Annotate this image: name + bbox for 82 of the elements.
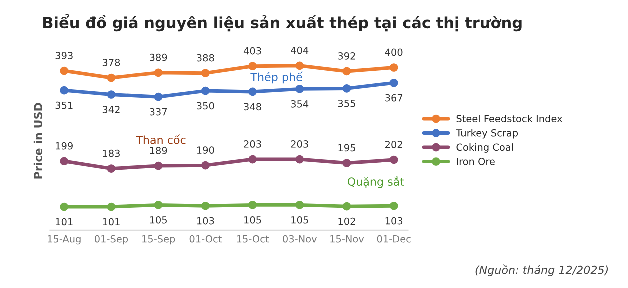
legend-label: Turkey Scrap (456, 129, 518, 139)
point (342, 84, 352, 93)
data-label: 105 (244, 216, 262, 224)
point (60, 157, 69, 166)
legend-label: Coking Coal (456, 144, 514, 153)
data-label: 202 (386, 141, 402, 148)
x-tick-label: 15-Aug (48, 236, 81, 245)
data-label: 404 (291, 46, 309, 54)
point (248, 62, 257, 71)
x-tick-label: 01-Sep (95, 235, 128, 245)
x-tick-label: 15-Nov (330, 236, 364, 243)
point (107, 90, 116, 99)
point (202, 161, 210, 170)
point (390, 78, 398, 88)
point (296, 62, 304, 70)
data-label: 103 (197, 217, 214, 225)
point (390, 64, 398, 72)
point (154, 201, 163, 210)
point (202, 86, 210, 96)
data-label: 355 (338, 100, 356, 108)
point (60, 202, 69, 212)
annotation: Than cốc (136, 134, 186, 144)
legend-label: Steel Feedstock Index (456, 115, 562, 123)
point (202, 202, 210, 210)
legend-label: Iron Ore (457, 158, 495, 166)
data-label: 190 (197, 146, 214, 154)
data-label: 393 (56, 52, 73, 60)
point (60, 66, 69, 76)
data-label: 203 (291, 140, 308, 148)
annotation: Thép phế (250, 72, 303, 84)
point (248, 201, 257, 210)
data-label: 342 (102, 106, 120, 114)
point (296, 155, 304, 164)
data-label: 400 (385, 48, 403, 56)
data-label: 101 (56, 218, 73, 226)
data-label: 195 (338, 144, 356, 152)
point (390, 156, 398, 164)
x-tick-label: 15-Sep (142, 235, 176, 245)
y-axis-title: Price in USD (34, 103, 43, 179)
point (248, 88, 257, 96)
point (154, 68, 163, 78)
data-label: 337 (150, 108, 168, 116)
data-label: 354 (291, 100, 309, 108)
point (342, 202, 352, 211)
point (296, 85, 304, 94)
data-label: 105 (150, 216, 167, 224)
data-label: 388 (197, 54, 214, 62)
point (107, 202, 116, 212)
point (390, 202, 398, 210)
data-label: 403 (244, 47, 262, 55)
data-label: 367 (386, 94, 403, 102)
x-tick-label: 01-Oct (190, 235, 222, 243)
chart-title: Biểu đồ giá nguyên liệu sản xuất thép tại các thị trường (44, 14, 522, 32)
point (296, 201, 304, 210)
data-label: 378 (102, 59, 120, 66)
data-label: 105 (292, 216, 308, 224)
data-label: 183 (103, 150, 120, 158)
data-label: 392 (338, 52, 356, 60)
point (154, 162, 163, 170)
data-label: 189 (150, 147, 168, 154)
data-label: 389 (150, 54, 168, 62)
data-label: 103 (386, 217, 403, 225)
data-label: 203 (244, 140, 262, 148)
point (107, 74, 116, 82)
data-label: 351 (56, 102, 73, 110)
x-tick-label: 01-Dec (377, 235, 411, 243)
annotation: Quặng sắt (348, 176, 404, 188)
data-label: 199 (56, 142, 73, 150)
point (202, 69, 210, 78)
data-label: 348 (244, 103, 262, 111)
data-label: 350 (197, 102, 214, 110)
point (107, 164, 116, 174)
data-label: 102 (338, 218, 356, 226)
text: (Nguồn: tháng 12/2025) (476, 264, 608, 276)
point (342, 67, 352, 76)
x-tick-label: 03-Nov (283, 235, 318, 243)
point (342, 159, 352, 168)
point (60, 86, 69, 95)
point (248, 155, 257, 164)
data-label: 101 (103, 218, 120, 226)
point (154, 92, 163, 102)
x-tick-label: 15-Oct (237, 235, 270, 243)
